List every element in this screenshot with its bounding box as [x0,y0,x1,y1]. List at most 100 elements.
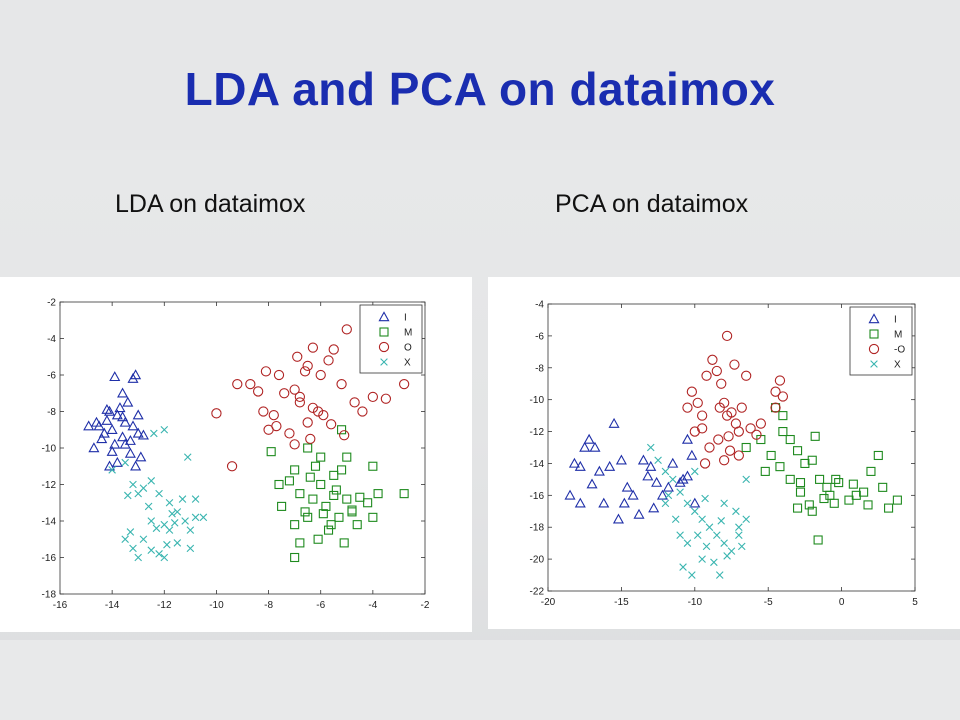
lda-point [129,544,137,553]
pca-point [598,497,610,508]
lda-point [137,429,149,440]
lda-point [150,429,158,438]
pca-point [719,455,730,466]
lda-point [290,465,300,475]
pca-point [579,441,591,452]
lda-point [135,451,147,462]
lda-point [357,406,368,417]
pca-point [651,476,663,487]
lda-point [119,416,131,427]
lda-point [191,495,200,503]
lda-point [111,456,123,467]
pca-point [593,465,605,476]
pca-y-tick-label: -4 [535,300,544,311]
pca-point [717,517,726,525]
lda-point [294,391,306,403]
lda-point [329,490,339,500]
lda-point [160,553,169,562]
pca-point [710,558,718,567]
lda-x-tick-label: -16 [53,600,68,611]
lda-point [155,489,163,498]
lda-point [273,369,285,381]
pca-point [633,508,645,519]
lda-point [139,484,148,492]
lda-point [165,498,174,507]
lda-point [152,524,161,533]
lda-legend-marker [378,341,390,353]
pca-point [721,330,733,342]
pca-point [785,434,795,445]
pca-point [683,539,692,547]
pca-point [766,450,776,461]
pca-point [661,467,670,476]
pca-point [878,482,888,492]
pca-legend-label: -O [894,345,905,356]
pca-point [770,402,781,413]
pca-point [645,460,657,471]
lda-point [104,460,116,471]
lda-point [117,431,129,442]
pca-point [621,481,633,492]
pca-y-tick-label: -14 [530,459,545,470]
pca-x-tick-label: -15 [614,597,629,608]
lda-point [98,427,110,438]
lda-point [289,384,300,395]
lda-legend-label: X [404,358,411,369]
lda-legend-marker [379,327,389,337]
lda-point [160,425,169,434]
pca-point [699,458,711,469]
pca-point [698,555,706,563]
pca-point [691,467,699,476]
pca-point [683,499,692,508]
lda-y-tick-label: -4 [47,334,56,345]
pca-point [679,563,687,571]
pca-point [677,473,689,484]
pca-point [793,446,803,456]
pca-point [815,474,825,484]
lda-point [147,517,156,525]
lda-point [252,386,264,397]
lda-point [126,528,135,536]
lda-y-tick-label: -12 [42,480,57,491]
pca-point [604,460,616,471]
lda-point [284,428,295,439]
pca-series-1 [564,417,701,524]
pca-point [770,403,781,413]
pca-point [729,359,740,370]
pca-point [688,571,696,579]
lda-point [258,406,269,417]
lda-y-tick-label: -2 [47,298,56,309]
pca-point [831,474,841,484]
lda-point [170,519,179,527]
pca-point [668,475,677,484]
pca-x-tick-label: -20 [541,597,556,608]
pca-legend-label: I [894,315,897,326]
lda-point [290,520,300,530]
pca-chart-panel: -20 -15 -10 -5 0 5 -22 -20 -18 -16 -14 -12 -10 -8 -6 -4… [488,277,960,629]
pca-x-tick-label: 5 [912,597,918,608]
pca-point [689,497,701,508]
pca-point [715,571,724,579]
pca-legend-box [849,306,913,376]
lda-point [316,479,326,490]
footer-band [0,640,960,720]
pca-point [723,431,734,442]
pca-subtitle: PCA on dataimox [555,190,749,218]
lda-point [336,378,347,390]
lda-point [295,538,305,548]
lda-point [122,396,134,407]
pca-point [618,497,630,508]
pca-point [810,431,820,441]
pca-point [873,450,883,461]
pca-point [848,479,858,489]
pca-point [735,523,743,532]
lda-point [178,495,187,503]
lda-point [331,485,341,495]
lda-point [321,501,331,511]
lda-series-3 [211,324,415,472]
lda-point [160,520,169,529]
pca-point [586,478,598,489]
lda-legend-marker [378,311,390,322]
pca-point [648,502,660,513]
pca-point [800,458,810,468]
